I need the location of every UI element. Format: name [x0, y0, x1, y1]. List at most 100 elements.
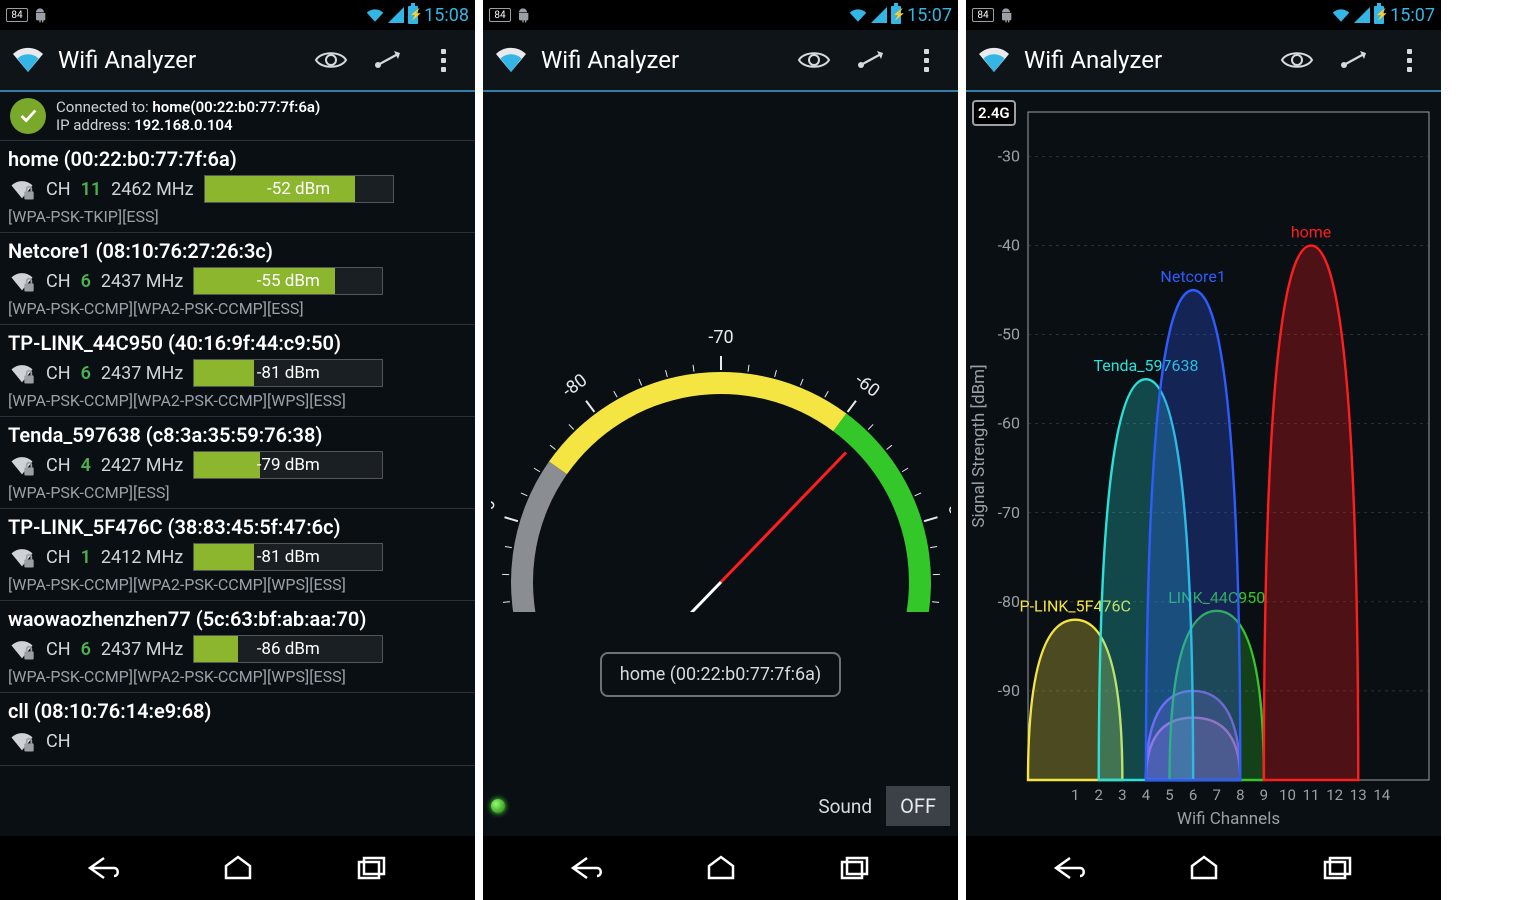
battery-icon: ⚡: [408, 6, 418, 24]
svg-text:-80: -80: [998, 592, 1020, 611]
nav-recent-button[interactable]: [341, 848, 401, 888]
sound-toggle-button[interactable]: OFF: [886, 786, 950, 826]
wifi-lock-icon: [8, 451, 36, 479]
svg-text:13: 13: [1350, 786, 1367, 804]
battery-pct-badge: 84: [6, 8, 28, 22]
phone-gauge: 84 ⚡ 15:07 Wifi Analyzer -100-90-80-70-6…: [483, 0, 958, 900]
ip-value: 192.168.0.104: [134, 116, 232, 134]
clock: 15:08: [424, 5, 469, 26]
settings-button[interactable]: [1331, 38, 1375, 82]
nav-bar: [966, 836, 1441, 900]
app-icon: [493, 42, 529, 78]
wifi-status-icon: [1332, 8, 1350, 22]
cell-signal-icon: [388, 7, 404, 23]
ch-number: 1: [81, 547, 91, 568]
ap-item[interactable]: cll (08:10:76:14:e9:68)CH: [0, 693, 475, 766]
ap-item[interactable]: Tenda_597638 (c8:3a:35:59:76:38) CH 4 2427 …: [0, 417, 475, 509]
ch-number: 11: [81, 179, 102, 200]
ap-item[interactable]: TP-LINK_5F476C (38:83:45:5f:47:6c)CH1241…: [0, 509, 475, 601]
ap-freq: 2437 MHz: [101, 271, 183, 292]
ap-freq: 2427 MHz: [101, 455, 183, 476]
ch-number: 6: [81, 363, 91, 384]
battery-icon: ⚡: [891, 6, 901, 24]
app-icon: [976, 42, 1012, 78]
overflow-menu-button[interactable]: [904, 38, 948, 82]
svg-text:1: 1: [1071, 786, 1079, 804]
nav-home-button[interactable]: [1174, 848, 1234, 888]
settings-button[interactable]: [848, 38, 892, 82]
ap-ssid: Tenda_597638 (c8:3a:35:59:76:38): [8, 423, 467, 447]
ap-item[interactable]: waowaozhenzhen77 (5c:63:bf:ab:aa:70)CH62…: [0, 601, 475, 693]
ap-security: [WPA-PSK-CCMP][WPA2-PSK-CCMP][WPS][ESS]: [8, 575, 467, 594]
android-icon: [998, 7, 1014, 23]
ap-item[interactable]: home (00:22:b0:77:7f:6a)CH112462 MHz-52 …: [0, 141, 475, 233]
svg-text:Signal Strength [dBm]: Signal Strength [dBm]: [969, 364, 989, 527]
view-mode-button[interactable]: [309, 38, 353, 82]
app-title: Wifi Analyzer: [541, 46, 780, 74]
nav-home-button[interactable]: [691, 848, 751, 888]
ap-ssid: waowaozhenzhen77 (5c:63:bf:ab:aa:70): [8, 607, 467, 631]
svg-text:-40: -40: [998, 236, 1020, 255]
ch-label: CH: [46, 455, 71, 476]
svg-text:-50: -50: [998, 325, 1020, 344]
nav-back-button[interactable]: [557, 848, 617, 888]
battery-pct-badge: 84: [489, 8, 511, 22]
ch-number: 4: [81, 455, 91, 476]
ap-list[interactable]: home (00:22:b0:77:7f:6a)CH112462 MHz-52 …: [0, 141, 475, 836]
ch-number: 6: [81, 271, 91, 292]
ch-number: 6: [81, 639, 91, 660]
ap-item[interactable]: TP-LINK_44C950 (40:16:9f:44:c9:50)CH6243…: [0, 325, 475, 417]
signal-dbm: -81 dBm: [194, 544, 382, 570]
svg-text:Wifi Channels: Wifi Channels: [1177, 809, 1280, 829]
signal-dbm: -86 dBm: [194, 636, 382, 662]
svg-text:6: 6: [1189, 786, 1197, 804]
nav-back-button[interactable]: [1040, 848, 1100, 888]
sound-led-icon: [491, 799, 505, 813]
wifi-lock-icon: [8, 175, 36, 203]
svg-text:7: 7: [1212, 786, 1220, 804]
overflow-menu-button[interactable]: [1387, 38, 1431, 82]
signal-bar: -81 dBm: [193, 359, 383, 387]
nav-back-button[interactable]: [74, 848, 134, 888]
app-icon: [10, 42, 46, 78]
wifi-lock-icon: [8, 635, 36, 663]
svg-text:-60: -60: [998, 414, 1020, 433]
ap-item[interactable]: Netcore1 (08:10:76:27:26:3c) CH 6 2437 MHz-…: [0, 233, 475, 325]
ch-label: CH: [46, 363, 71, 384]
view-mode-button[interactable]: [1275, 38, 1319, 82]
nav-home-button[interactable]: [208, 848, 268, 888]
nav-recent-button[interactable]: [824, 848, 884, 888]
wifi-lock-icon: [8, 727, 36, 755]
battery-icon: ⚡: [1374, 6, 1384, 24]
band-toggle-button[interactable]: 2.4G: [972, 100, 1016, 126]
ap-ssid: TP-LINK_5F476C (38:83:45:5f:47:6c): [8, 515, 467, 539]
signal-gauge: -100-90-80-70-60-50-40dBm: [491, 172, 951, 612]
settings-button[interactable]: [365, 38, 409, 82]
svg-text:-70: -70: [708, 327, 733, 348]
wifi-lock-icon: [8, 543, 36, 571]
svg-text:-90: -90: [491, 497, 500, 527]
selected-network-button[interactable]: home (00:22:b0:77:7f:6a): [600, 652, 841, 697]
phone-channel-chart: 84 ⚡ 15:07 Wifi Analyzer -30-40-50-60-70…: [966, 0, 1441, 900]
action-bar: Wifi Analyzer: [483, 30, 958, 92]
connected-ssid: home(00:22:b0:77:7f:6a): [152, 98, 320, 116]
svg-text:10: 10: [1279, 786, 1296, 804]
signal-dbm: -81 dBm: [194, 360, 382, 386]
android-icon: [32, 7, 48, 23]
ap-ssid: cll (08:10:76:14:e9:68): [8, 699, 467, 723]
signal-dbm: -55 dBm: [194, 268, 382, 294]
svg-text:3: 3: [1118, 786, 1126, 804]
signal-bar: -55 dBm: [193, 267, 383, 295]
svg-text:5: 5: [1165, 786, 1173, 804]
svg-text:-90: -90: [998, 681, 1020, 700]
svg-text:2: 2: [1095, 786, 1103, 804]
svg-text:-80: -80: [558, 370, 591, 402]
ap-security: [WPA-PSK-CCMP][WPA2-PSK-CCMP][WPS][ESS]: [8, 667, 467, 686]
ap-ssid: Netcore1 (08:10:76:27:26:3c): [8, 239, 467, 263]
svg-text:Netcore1: Netcore1: [1160, 267, 1225, 286]
ch-label: CH: [46, 271, 71, 292]
overflow-menu-button[interactable]: [421, 38, 465, 82]
channel-chart[interactable]: -30-40-50-60-70-80-901234567891011121314…: [966, 92, 1441, 836]
nav-recent-button[interactable]: [1307, 848, 1367, 888]
view-mode-button[interactable]: [792, 38, 836, 82]
